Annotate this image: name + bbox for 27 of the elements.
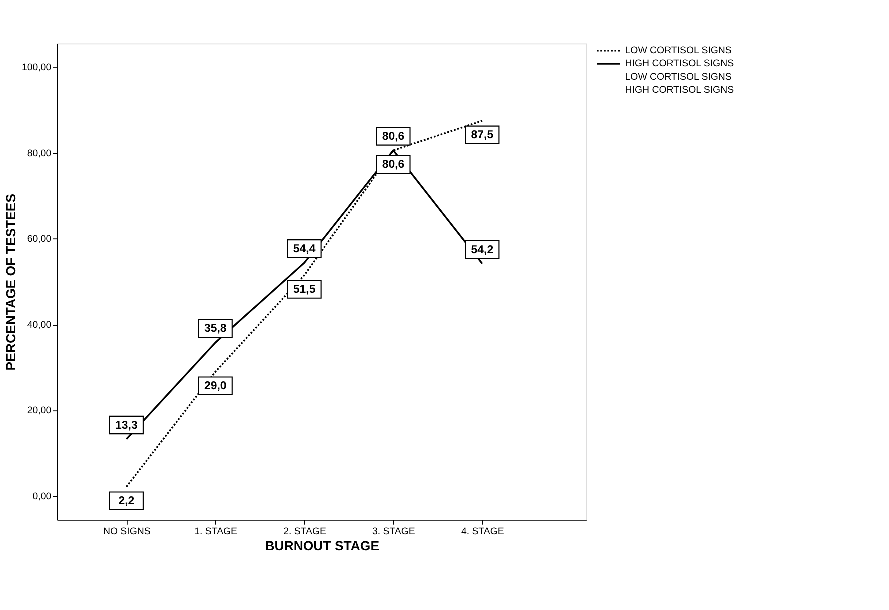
y-tick-label: 40,00 — [27, 320, 52, 331]
y-tick-label: 0,00 — [32, 492, 52, 503]
data-label: 29,0 — [204, 380, 227, 393]
x-tick-label: 1. STAGE — [194, 526, 238, 538]
data-label: 13,3 — [116, 420, 138, 432]
x-tick-label: 3. STAGE — [372, 526, 416, 538]
x-axis-title: BURNOUT STAGE — [265, 538, 380, 554]
legend-label: HIGH CORTISOL SIGNS — [625, 58, 735, 70]
text: HIGH CORTISOL SIGNS — [625, 85, 735, 96]
y-tick-label: 20,00 — [27, 406, 52, 417]
y-tick-label: 60,00 — [27, 234, 52, 246]
x-tick-label: NO SIGNS — [103, 526, 152, 538]
data-label: 2,2 — [118, 496, 135, 508]
data-label: 35,8 — [204, 323, 228, 336]
y-tick-label: 80,00 — [27, 148, 52, 160]
x-tick-label: 4. STAGE — [461, 526, 505, 538]
text: LOW CORTISOL SIGNS — [625, 72, 732, 83]
legend-label: LOW CORTISOL SIGNS — [625, 45, 732, 56]
y-tick-label: 100,00 — [22, 62, 52, 74]
x-tick-label: 2. STAGE — [284, 526, 327, 538]
data-label: 80,6 — [382, 131, 405, 144]
data-label: 51,5 — [293, 284, 316, 296]
data-label: 80,6 — [382, 159, 405, 172]
data-label: 54,4 — [293, 243, 316, 256]
y-axis-title: PERCENTAGE OF TESTEES — [4, 194, 19, 371]
data-label: 54,2 — [471, 244, 494, 256]
data-label: 87,5 — [471, 130, 494, 142]
